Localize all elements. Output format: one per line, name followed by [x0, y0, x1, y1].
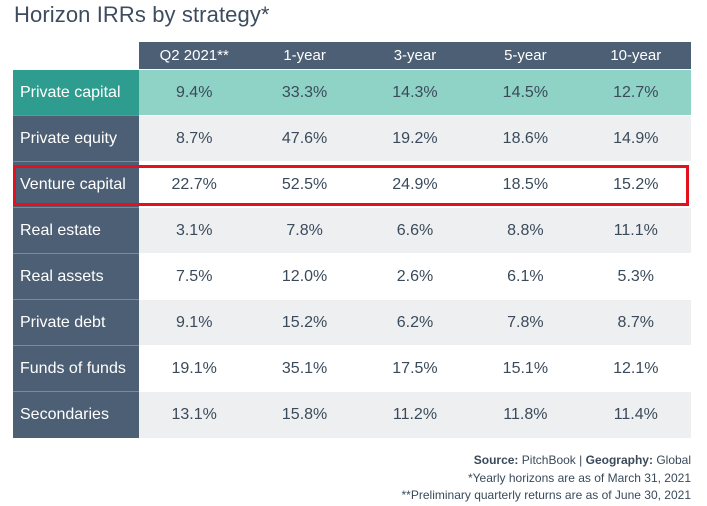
- source-separator: |: [579, 453, 583, 467]
- table-row: Secondaries 13.1% 15.8% 11.2% 11.8% 11.4…: [13, 391, 691, 438]
- table-cell: 19.1%: [139, 345, 250, 392]
- table-cell: 33.3%: [249, 69, 360, 116]
- table-cell: 5.3%: [580, 253, 691, 300]
- table-cell: 15.2%: [249, 299, 360, 346]
- table-cell: 3.1%: [139, 207, 250, 254]
- table-cell: 7.5%: [139, 253, 250, 300]
- footnote-yearly: *Yearly horizons are as of March 31, 202…: [467, 470, 691, 485]
- table-cell: 18.5%: [470, 161, 581, 208]
- table-cell: 11.8%: [470, 391, 581, 438]
- table-cell: 14.5%: [470, 69, 581, 116]
- table-cell: 17.5%: [359, 345, 471, 392]
- row-label: Secondaries: [13, 391, 139, 438]
- table-cell: 15.2%: [580, 161, 691, 208]
- table-cell: 6.6%: [359, 207, 471, 254]
- table-cell: 11.4%: [580, 391, 691, 438]
- table-cell: 22.7%: [139, 161, 250, 208]
- table-row: Real assets 7.5% 12.0% 2.6% 6.1% 5.3%: [13, 253, 691, 300]
- table-cell: 11.2%: [359, 391, 471, 438]
- geography-label: Geography:: [585, 453, 653, 467]
- table-row: Private debt 9.1% 15.2% 6.2% 7.8% 8.7%: [13, 299, 691, 346]
- table-cell: 8.7%: [139, 115, 250, 162]
- table-cell: 6.1%: [470, 253, 581, 300]
- irr-table: Q2 2021** 1-year 3-year 5-year 10-year P…: [13, 41, 691, 438]
- table-cell: 52.5%: [249, 161, 360, 208]
- table-cell: 35.1%: [249, 345, 360, 392]
- table-cell: 7.8%: [470, 299, 581, 346]
- column-header: 10-year: [580, 41, 691, 70]
- row-label: Private equity: [13, 115, 139, 162]
- header-row: Q2 2021** 1-year 3-year 5-year 10-year: [13, 41, 691, 70]
- table-cell: 19.2%: [359, 115, 471, 162]
- table-cell: 15.8%: [249, 391, 360, 438]
- table-cell: 11.1%: [580, 207, 691, 254]
- table-cell: 9.1%: [139, 299, 250, 346]
- column-header: 5-year: [470, 41, 581, 70]
- table-cell: 15.1%: [470, 345, 581, 392]
- row-label: Real estate: [13, 207, 139, 254]
- row-label: Funds of funds: [13, 345, 139, 392]
- table-cell: 8.8%: [470, 207, 581, 254]
- table-cell: 8.7%: [580, 299, 691, 346]
- table-cell: 7.8%: [249, 207, 360, 254]
- column-header: 3-year: [359, 41, 471, 70]
- table-cell: 13.1%: [139, 391, 250, 438]
- source-line: Source: PitchBook | Geography: Global: [402, 452, 691, 470]
- source-value: PitchBook: [521, 453, 576, 467]
- row-label: Real assets: [13, 253, 139, 300]
- table-row: Funds of funds 19.1% 35.1% 17.5% 15.1% 1…: [13, 345, 691, 392]
- row-label: Private capital: [13, 69, 139, 116]
- table-row: Venture capital 22.7% 52.5% 24.9% 18.5% …: [13, 161, 691, 208]
- table-row: Private equity 8.7% 47.6% 19.2% 18.6% 14…: [13, 115, 691, 162]
- table-cell: 24.9%: [359, 161, 471, 208]
- geography-value: Global: [656, 453, 691, 467]
- table-cell: 12.7%: [580, 69, 691, 116]
- corner-cell: [13, 41, 139, 70]
- table-cell: 12.1%: [580, 345, 691, 392]
- table-cell: 12.0%: [249, 253, 360, 300]
- table-cell: 14.3%: [359, 69, 471, 116]
- column-header: Q2 2021**: [139, 41, 250, 70]
- row-label: Private debt: [13, 299, 139, 346]
- table-cell: 47.6%: [249, 115, 360, 162]
- table-cell: 9.4%: [139, 69, 250, 116]
- chart-title: Horizon IRRs by strategy*: [14, 2, 270, 27]
- column-header: 1-year: [249, 41, 360, 70]
- footnote-quarterly: **Preliminary quarterly returns are as o…: [401, 488, 691, 502]
- table-cell: 6.2%: [359, 299, 471, 346]
- table-cell: 2.6%: [359, 253, 471, 300]
- table-cell: 14.9%: [580, 115, 691, 162]
- row-label: Venture capital: [13, 161, 139, 208]
- footnotes: Source: PitchBook | Geography: Global *Y…: [402, 452, 691, 505]
- source-label: Source:: [473, 453, 519, 467]
- table-row: Private capital 9.4% 33.3% 14.3% 14.5% 1…: [13, 69, 691, 116]
- table-row: Real estate 3.1% 7.8% 6.6% 8.8% 11.1%: [13, 207, 691, 254]
- table-cell: 18.6%: [470, 115, 581, 162]
